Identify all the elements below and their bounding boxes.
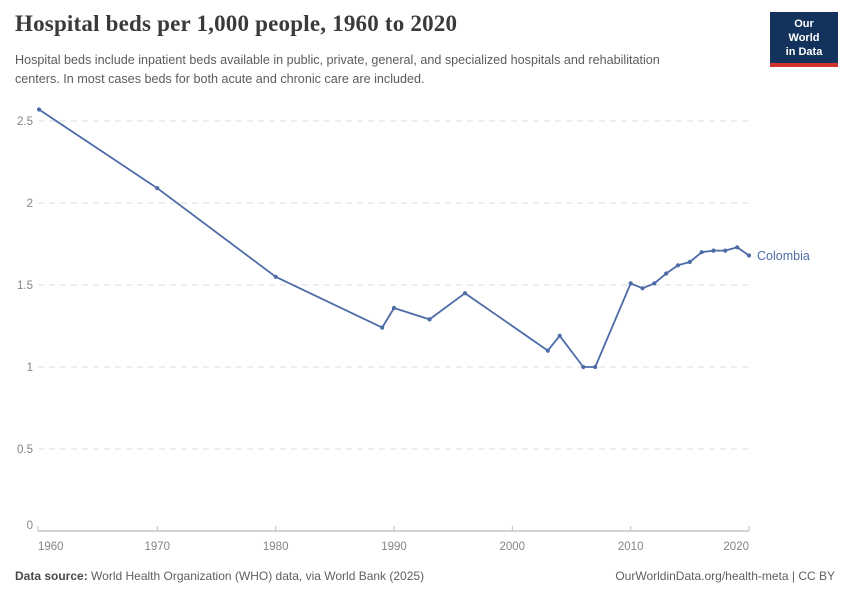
data-point-marker[interactable] (557, 333, 562, 338)
data-point-marker[interactable] (273, 274, 278, 279)
data-point-marker[interactable] (155, 186, 160, 191)
data-point-marker[interactable] (545, 348, 550, 353)
data-source: Data source: World Health Organization (… (15, 569, 424, 583)
owid-logo-line2: in Data (785, 45, 823, 58)
data-point-marker[interactable] (427, 317, 432, 322)
line-colombia[interactable] (38, 108, 750, 368)
license-link[interactable]: OurWorldinData.org/health-meta | CC BY (615, 569, 835, 583)
chart-footer: Data source: World Health Organization (… (15, 569, 835, 583)
data-point-marker[interactable] (462, 291, 468, 296)
chart-subtitle: Hospital beds include inpatient beds ava… (15, 53, 660, 86)
data-point-marker[interactable] (628, 281, 633, 286)
data-point-marker[interactable] (711, 248, 716, 253)
series-label-colombia[interactable]: Colombia (757, 249, 810, 263)
x-axis-tick-label: 1970 (145, 541, 171, 553)
data-point-marker[interactable] (36, 107, 42, 112)
y-axis-tick-label: 2 (27, 198, 33, 210)
x-axis-tick-label: 2000 (500, 541, 526, 553)
owid-logo: Our World in Data (770, 12, 838, 68)
y-axis-tick-label: 2.5 (17, 116, 33, 128)
x-axis-tick-label: 1990 (381, 541, 407, 553)
y-axis-tick-label: 1 (27, 362, 33, 374)
data-point-marker[interactable] (652, 281, 657, 286)
y-axis-tick-label: 0.5 (17, 444, 33, 456)
y-axis-tick-label: 0 (27, 520, 33, 532)
data-source-text: World Health Organization (WHO) data, vi… (91, 569, 425, 583)
data-point-marker[interactable] (735, 245, 740, 250)
data-point-marker[interactable] (593, 364, 598, 370)
data-point-marker[interactable] (391, 305, 397, 311)
data-source-label: Data source: (15, 569, 88, 583)
data-point-marker[interactable] (723, 248, 728, 253)
data-point-marker[interactable] (687, 259, 692, 265)
data-point-marker[interactable] (581, 364, 586, 370)
x-axis-tick-label: 2010 (618, 541, 644, 553)
data-point-marker[interactable] (640, 286, 645, 291)
data-point-marker[interactable] (380, 325, 385, 330)
page-title: Hospital beds per 1,000 people, 1960 to … (15, 11, 458, 36)
x-axis-tick-label: 1980 (263, 541, 289, 553)
data-point-marker[interactable] (746, 253, 752, 258)
x-axis-tick-label: 1960 (38, 541, 64, 553)
data-point-marker[interactable] (675, 263, 681, 268)
y-axis-tick-label: 1.5 (17, 280, 33, 292)
x-axis-tick-label: 2020 (723, 541, 749, 553)
data-point-marker[interactable] (699, 250, 704, 255)
owid-logo-line1: Our World (788, 18, 820, 44)
data-point-marker[interactable] (664, 271, 669, 276)
